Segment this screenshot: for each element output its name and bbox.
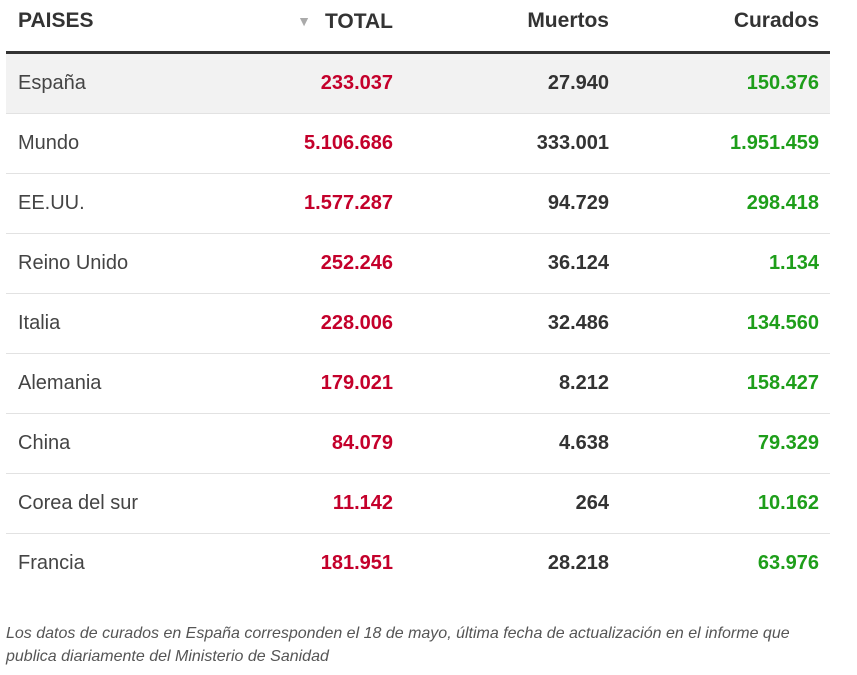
table-row: Alemania 179.021 8.212 158.427 (6, 354, 830, 414)
cured-cell: 1.134 (768, 252, 819, 274)
country-cell: Francia (18, 552, 85, 574)
country-cell: España (18, 72, 86, 94)
deaths-cell: 8.212 (558, 372, 609, 394)
column-header-deaths[interactable]: Muertos (527, 9, 609, 32)
total-cell: 5.106.686 (304, 132, 393, 154)
column-header-cured[interactable]: Curados (733, 9, 819, 32)
table-row: España 233.037 27.940 150.376 (6, 54, 830, 114)
cured-cell: 63.976 (757, 552, 819, 574)
column-header-total-label: TOTAL (324, 10, 393, 33)
country-cell: Alemania (18, 372, 102, 394)
cured-cell: 158.427 (746, 372, 819, 394)
cured-cell: 1.951.459 (730, 132, 819, 154)
table-row: China 84.079 4.638 79.329 (6, 414, 830, 474)
total-cell: 252.246 (320, 252, 393, 274)
sort-descending-icon: ▼ (297, 13, 311, 29)
total-cell: 11.142 (332, 492, 393, 514)
cured-cell: 10.162 (757, 492, 819, 514)
table-row: Italia 228.006 32.486 134.560 (6, 294, 830, 354)
cured-cell: 150.376 (746, 72, 819, 94)
cured-cell: 134.560 (746, 312, 819, 334)
table-row: Corea del sur 11.142 264 10.162 (6, 474, 830, 534)
covid-stats-table: PAISES ▼ TOTAL Muertos Curados España 233… (6, 0, 830, 593)
deaths-cell: 28.218 (547, 552, 609, 574)
cured-cell: 298.418 (746, 192, 819, 214)
table-row: Mundo 5.106.686 333.001 1.951.459 (6, 114, 830, 174)
column-header-countries[interactable]: PAISES (18, 9, 94, 32)
cured-cell: 79.329 (757, 432, 819, 454)
country-cell: Reino Unido (18, 252, 129, 274)
country-cell: Mundo (18, 132, 80, 154)
country-cell: EE.UU. (18, 192, 85, 214)
table-row: Reino Unido 252.246 36.124 1.134 (6, 234, 830, 294)
deaths-cell: 32.486 (547, 312, 609, 334)
total-cell: 1.577.287 (304, 192, 393, 214)
deaths-cell: 4.638 (558, 432, 609, 454)
country-cell: Corea del sur (18, 492, 139, 514)
deaths-cell: 333.001 (536, 132, 609, 154)
deaths-cell: 27.940 (547, 72, 609, 94)
country-cell: China (18, 432, 71, 454)
table-row: Francia 181.951 28.218 63.976 (6, 534, 830, 593)
table-header: PAISES ▼ TOTAL Muertos Curados (6, 0, 830, 54)
column-header-total[interactable]: ▼ TOTAL (297, 8, 393, 35)
deaths-cell: 264 (575, 492, 609, 514)
total-cell: 84.079 (331, 432, 393, 454)
total-cell: 181.951 (320, 552, 393, 574)
footnote: Los datos de curados en España correspon… (6, 625, 790, 665)
total-cell: 228.006 (320, 312, 393, 334)
deaths-cell: 36.124 (547, 252, 609, 274)
table-row: EE.UU. 1.577.287 94.729 298.418 (6, 174, 830, 234)
total-cell: 179.021 (320, 372, 393, 394)
deaths-cell: 94.729 (547, 192, 609, 214)
country-cell: Italia (18, 312, 61, 334)
total-cell: 233.037 (320, 72, 393, 94)
